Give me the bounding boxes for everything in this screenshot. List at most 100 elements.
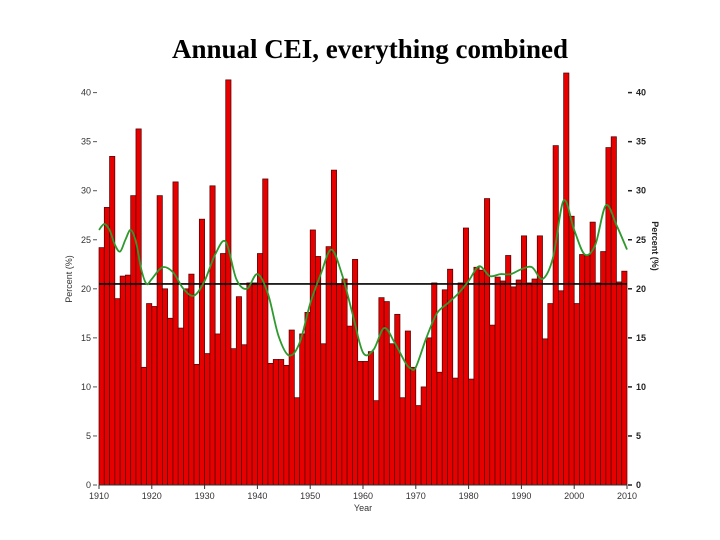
y-tick-label-right-15: 15 [636,333,646,343]
bar-1996 [552,145,559,486]
bar-1928 [193,363,200,486]
bar-1998 [563,72,570,486]
bar-1995 [547,303,554,486]
x-tick-label-1930: 1930 [195,491,215,501]
bar-1913 [114,298,121,486]
bar-1920 [151,306,158,486]
bar-2009 [621,270,628,486]
x-tick-label-1920: 1920 [142,491,162,501]
bar-1997 [558,290,564,486]
y-tick-label-left-30: 30 [81,186,91,196]
axes [93,91,632,489]
bar-1911 [103,207,110,486]
y-tick-label-left-25: 25 [81,235,91,245]
bar-1977 [452,377,459,486]
bar-1934 [225,79,232,486]
bar-2005 [600,251,607,486]
bar-1957 [346,325,353,486]
bar-1945 [283,364,290,486]
bar-1940 [257,253,264,486]
bar-1919 [146,303,153,486]
bar-1935 [230,348,237,486]
bar-1952 [320,343,327,486]
bar-2008 [616,281,623,486]
bar-1927 [188,273,195,486]
x-tick-label-2010: 2010 [617,491,637,501]
axis-labels: 1910 1920 1930 1940 1950 1960 1970 1980 1990 2000… [64,88,660,513]
bar-1982 [478,269,485,486]
bar-1914 [119,275,126,486]
x-tick-label-1950: 1950 [300,491,320,501]
bar-2006 [605,147,612,486]
chart-title: Annual CEI, everything combined [171,34,569,64]
bar-1939 [251,282,258,486]
y-axis-label-left: Percent (%) [64,255,74,303]
x-tick-label-2000: 2000 [564,491,584,501]
bar-1970 [415,405,422,486]
bar-1968 [404,330,411,486]
smoothed-line [98,199,628,371]
x-tick-label-1940: 1940 [247,491,267,501]
bar-1944 [278,359,285,486]
bar-2007 [610,136,617,486]
bar-1917 [135,128,142,486]
bar-1969 [410,366,417,486]
bar-1978 [457,282,464,486]
bar-1951 [315,256,322,486]
bar-1912 [109,156,116,486]
bar-1929 [198,218,205,486]
bar-1950 [309,229,316,486]
bar-1984 [489,324,496,486]
x-tick-label-1980: 1980 [459,491,479,501]
bar-1953 [325,246,332,486]
bar-1936 [235,296,242,486]
bar-1941 [262,178,269,486]
bar-1948 [299,333,306,486]
bar-1999 [568,215,575,486]
bar-1983 [484,198,491,486]
bar-1989 [515,279,522,486]
bar-1980 [468,378,475,486]
y-axis-label-right: Percent (%) [650,221,660,271]
bar-1915 [125,274,132,486]
bar-1988 [510,286,517,486]
y-tick-label-right-10: 10 [636,382,646,392]
bar-1971 [420,386,427,486]
bar-1994 [542,338,549,486]
x-axis-label: Year [354,503,372,513]
bar-1931 [209,185,216,486]
y-tick-label-left-40: 40 [81,88,91,98]
bar-1992 [531,278,538,486]
bar-1924 [172,181,179,486]
bar-1981 [473,266,480,486]
bar-1947 [294,397,300,486]
y-tick-label-right-35: 35 [636,137,646,147]
x-tick-label-1990: 1990 [511,491,531,501]
bar-2003 [589,221,596,486]
bar-1955 [336,283,343,486]
y-tick-label-right-5: 5 [636,431,641,441]
bar-1963 [378,297,385,486]
y-tick-label-left-35: 35 [81,137,91,147]
x-tick-label-1960: 1960 [353,491,373,501]
y-tick-label-left-5: 5 [86,431,91,441]
bar-1990 [521,235,528,486]
bar-1987 [505,255,512,486]
bar-1960 [362,361,369,486]
y-tick-label-left-15: 15 [81,333,91,343]
y-tick-label-right-25: 25 [636,235,646,245]
bar-1942 [267,363,274,486]
bar-1986 [499,280,506,486]
bar-1966 [394,313,401,486]
bar-1921 [156,195,163,486]
bar-1938 [246,282,253,486]
y-tick-label-right-20: 20 [636,284,646,294]
bar-1967 [399,397,406,486]
y-tick-label-left-20: 20 [81,284,91,294]
bar-1918 [140,366,147,486]
x-tick-label-1970: 1970 [406,491,426,501]
y-tick-label-right-0: 0 [636,480,641,490]
y-tick-label-right-40: 40 [636,88,646,98]
bar-1975 [441,289,448,486]
bar-1979 [462,227,469,486]
